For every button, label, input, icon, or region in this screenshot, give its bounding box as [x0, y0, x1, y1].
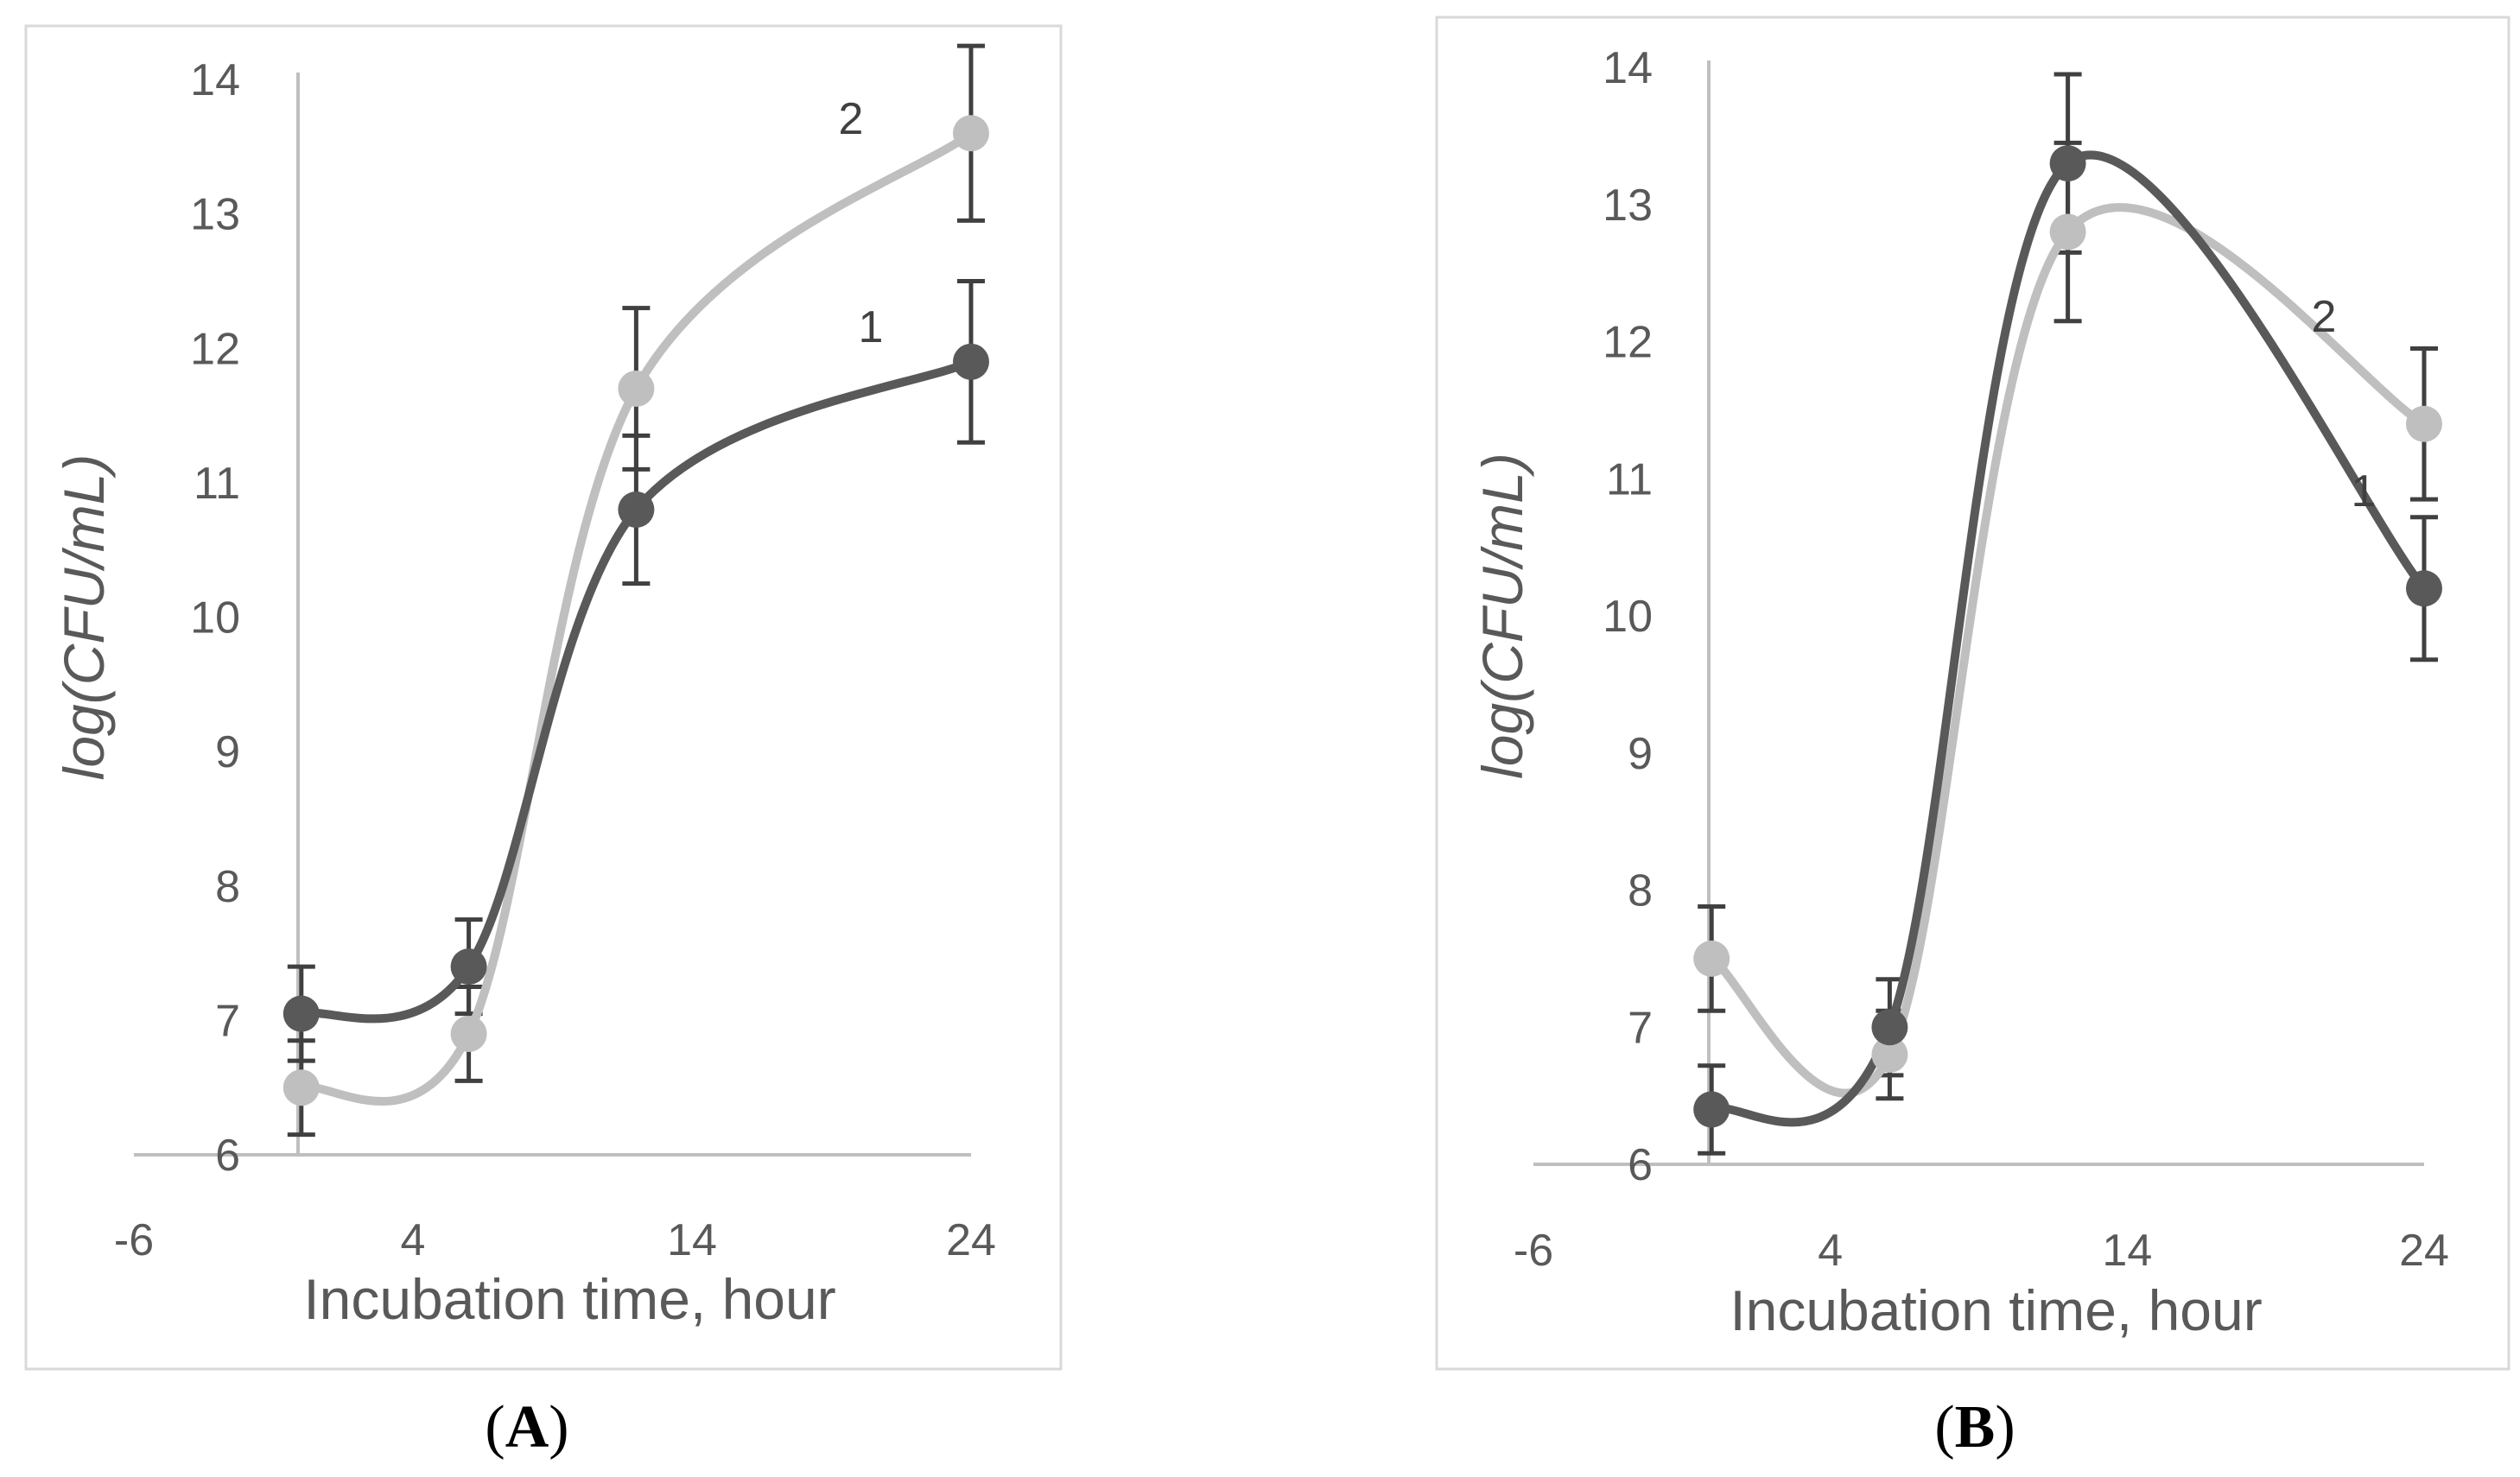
- panel-label-b: (B): [1934, 1394, 2015, 1461]
- y-tick-label: 14: [190, 55, 240, 105]
- x-tick-label: 4: [401, 1215, 426, 1265]
- series-2-point: [2049, 213, 2086, 250]
- y-axis-label: log(CFU/mL): [1470, 453, 1534, 779]
- y-axis-label: log(CFU/mL): [52, 454, 116, 781]
- series-1-point: [953, 343, 989, 380]
- x-tick-label: 24: [2399, 1226, 2449, 1276]
- series-1-point: [282, 995, 320, 1032]
- y-tick-label: 11: [1606, 454, 1653, 504]
- series-1-line: [1707, 150, 2428, 1127]
- chart-frame: [1435, 16, 2510, 1371]
- series-1-point: [2406, 570, 2442, 607]
- y-tick-label: 12: [1603, 318, 1653, 368]
- series-1-label: 1: [2352, 466, 2377, 517]
- y-tick-label: 7: [215, 996, 240, 1046]
- y-tick-label: 12: [190, 324, 240, 374]
- series-2-label: 2: [2312, 292, 2337, 342]
- x-axis-label: Incubation time, hour: [1730, 1278, 2262, 1342]
- series-2-point: [618, 370, 655, 407]
- series-1-point: [1693, 1091, 1730, 1128]
- x-tick-label: 4: [1818, 1226, 1843, 1276]
- series-2-point: [450, 1015, 487, 1052]
- series-1-point: [1871, 1009, 1908, 1046]
- series-1-line: [296, 357, 975, 1024]
- series-2-label: 2: [839, 94, 864, 144]
- series-1-point: [618, 491, 655, 528]
- series-2-point: [1871, 1036, 1908, 1073]
- series-1-point: [450, 948, 487, 986]
- series-1-label: 1: [859, 302, 884, 352]
- series-2-point: [953, 115, 989, 152]
- series-2-point: [282, 1069, 320, 1106]
- series-1-point: [2049, 145, 2086, 182]
- panel-label-a: (A): [485, 1394, 568, 1461]
- y-tick-label: 13: [1603, 181, 1653, 231]
- series-2-line: [296, 129, 975, 1106]
- y-tick-label: 14: [1603, 43, 1653, 93]
- x-tick-label: 14: [667, 1215, 717, 1265]
- x-axis-label: Incubation time, hour: [303, 1267, 835, 1331]
- x-tick-label: -6: [114, 1215, 154, 1265]
- y-tick-label: 7: [1628, 1003, 1653, 1053]
- x-tick-label: 24: [946, 1215, 996, 1265]
- series-2-point: [2406, 405, 2442, 442]
- y-tick-label: 13: [190, 190, 240, 240]
- x-tick-label: 14: [2102, 1226, 2152, 1276]
- y-tick-label: 11: [194, 459, 240, 509]
- y-tick-label: 10: [190, 593, 240, 643]
- y-tick-label: 6: [1628, 1140, 1653, 1190]
- series-2-line: [1707, 203, 2428, 1098]
- y-tick-label: 6: [215, 1131, 240, 1181]
- x-tick-label: -6: [1514, 1226, 1553, 1276]
- y-tick-label: 8: [215, 862, 240, 912]
- y-tick-label: 9: [1628, 729, 1653, 779]
- y-tick-label: 9: [215, 727, 240, 777]
- y-tick-label: 10: [1603, 592, 1653, 642]
- series-2-point: [1693, 940, 1730, 977]
- y-tick-label: 8: [1628, 866, 1653, 916]
